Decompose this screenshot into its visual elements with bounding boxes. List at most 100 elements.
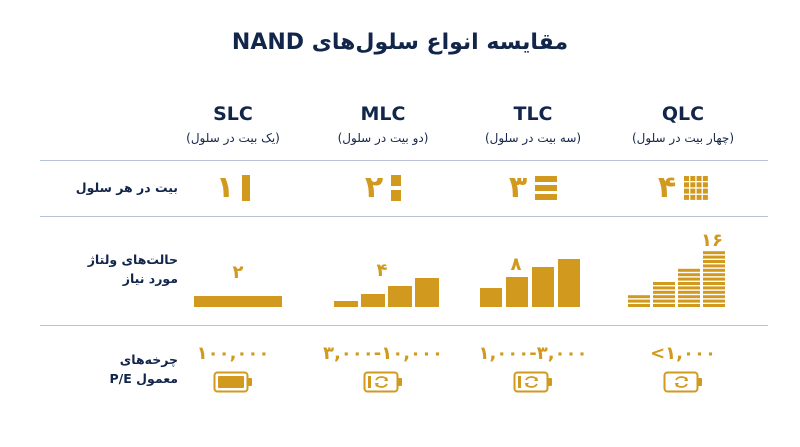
row-label-voltage: حالت‌های ولتاژ مورد نیاز	[48, 250, 178, 288]
voltage-level-strip	[628, 299, 650, 303]
voltage-level-bar	[558, 259, 580, 307]
column-name: TLC	[513, 103, 553, 125]
voltage-level-strip	[678, 295, 700, 299]
voltage-level-strip	[703, 290, 725, 294]
row-label-text: چرخه‌های	[119, 352, 178, 367]
voltage-states-slc: ۲	[158, 222, 308, 310]
row-divider	[40, 325, 768, 326]
battery-cycle-icon	[663, 371, 702, 393]
voltage-level-strip	[678, 299, 700, 303]
voltage-level-strip	[703, 286, 725, 290]
column-header-slc: SLC (یک بیت در سلول)	[158, 103, 308, 145]
voltage-level-bar	[415, 278, 439, 307]
voltage-states-qlc: ۱۶	[608, 222, 758, 310]
battery-cycle-icon	[513, 371, 552, 393]
page-title: مقایسه انواع سلول‌های NAND	[231, 30, 569, 55]
bits-number: ۱	[215, 170, 235, 205]
voltage-level-bar	[194, 296, 282, 307]
cycles-value-slc: ۱۰۰,۰۰۰	[196, 343, 270, 364]
voltage-level-strip	[653, 304, 675, 307]
bits-cell-mlc: ۲	[308, 170, 458, 206]
bit-bars-icon	[535, 176, 558, 200]
column-subtitle: (یک بیت در سلول)	[186, 131, 280, 145]
voltage-level-strip	[678, 268, 700, 272]
cycles-value-qlc: <۱,۰۰۰	[650, 343, 716, 364]
row-label-bits: بیت در هر سلول	[48, 178, 178, 197]
voltage-states-mlc: ۴	[308, 222, 458, 310]
voltage-level-strip	[703, 295, 725, 299]
bit-bars-icon	[391, 175, 402, 201]
row-divider	[40, 216, 768, 217]
column-name: SLC	[213, 103, 253, 125]
column-subtitle: (دو بیت در سلول)	[337, 131, 429, 145]
voltage-level-bar	[334, 301, 358, 307]
voltage-level-bar	[388, 286, 412, 307]
voltage-level-strip	[678, 304, 700, 307]
row-label-text: معمول P/E	[109, 371, 178, 386]
column-header-mlc: MLC (دو بیت در سلول)	[308, 103, 458, 145]
voltage-staircase: ۸	[480, 254, 580, 307]
row-label-cycles: چرخه‌های معمول P/E	[48, 350, 178, 388]
battery-cycle-icon	[363, 371, 402, 393]
voltage-staircase: ۲	[194, 262, 282, 307]
voltage-level-strip	[703, 255, 725, 259]
voltage-level-strip	[653, 286, 675, 290]
voltage-level-strip	[703, 260, 725, 263]
voltage-level-strip	[678, 286, 700, 290]
voltage-level-bar	[361, 294, 385, 307]
battery-qlc	[608, 371, 758, 395]
bits-number: ۲	[364, 170, 384, 205]
row-label-text: مورد نیاز	[122, 271, 178, 286]
column-subtitle: (چهار بیت در سلول)	[631, 131, 735, 145]
voltage-level-strip	[703, 264, 725, 268]
bits-cell-slc: ۱	[158, 170, 308, 206]
voltage-level-strip	[653, 290, 675, 294]
bits-cell-tlc: ۳	[458, 170, 608, 206]
voltage-level-strip	[703, 251, 725, 255]
column-header-qlc: QLC (چهار بیت در سلول)	[608, 103, 758, 145]
row-label-text: حالت‌های ولتاژ	[87, 252, 178, 267]
cycles-value-mlc: ۳,۰۰۰-۱۰,۰۰۰	[322, 343, 444, 364]
voltage-level-strip	[703, 299, 725, 303]
battery-full-icon	[213, 371, 252, 393]
battery-slc	[158, 371, 308, 395]
voltage-staircase: ۱۶	[628, 230, 725, 307]
voltage-level-strip	[678, 277, 700, 281]
voltage-level-bar	[480, 288, 502, 307]
states-count-label: ۴	[377, 260, 388, 281]
voltage-level-strip	[703, 268, 725, 272]
voltage-level-strip	[703, 273, 725, 277]
column-header-tlc: TLC (سه بیت در سلول)	[458, 103, 608, 145]
column-name: QLC	[661, 103, 705, 125]
bits-number: ۴	[657, 170, 677, 205]
row-divider	[40, 160, 768, 161]
bit-grid-icon	[684, 176, 709, 200]
voltage-level-strip	[678, 273, 700, 277]
battery-mlc	[308, 371, 458, 395]
voltage-level-strip	[653, 282, 675, 285]
cycles-value-tlc: ۱,۰۰۰-۳,۰۰۰	[478, 343, 588, 364]
states-count-label: ۸	[511, 254, 522, 275]
bits-number: ۳	[508, 170, 528, 205]
states-count-label: ۲	[233, 262, 244, 283]
voltage-level-strip	[628, 304, 650, 307]
voltage-states-tlc: ۸	[458, 222, 608, 310]
voltage-level-strip	[628, 295, 650, 299]
voltage-level-strip	[703, 282, 725, 285]
voltage-level-strip	[678, 290, 700, 294]
voltage-level-strip	[653, 295, 675, 299]
column-subtitle: (سه بیت در سلول)	[484, 131, 582, 145]
voltage-staircase: ۴	[334, 260, 439, 307]
voltage-level-strip	[678, 282, 700, 285]
voltage-level-strip	[703, 277, 725, 281]
bit-bars-icon	[242, 175, 251, 201]
row-label-text: بیت در هر سلول	[75, 180, 178, 195]
states-count-label: ۱۶	[701, 230, 723, 251]
battery-tlc	[458, 371, 608, 395]
voltage-level-strip	[653, 299, 675, 303]
voltage-level-strip	[703, 304, 725, 307]
column-name: MLC	[360, 103, 406, 125]
voltage-level-bar	[532, 267, 554, 307]
bits-cell-qlc: ۴	[608, 170, 758, 206]
voltage-level-bar	[506, 277, 528, 307]
